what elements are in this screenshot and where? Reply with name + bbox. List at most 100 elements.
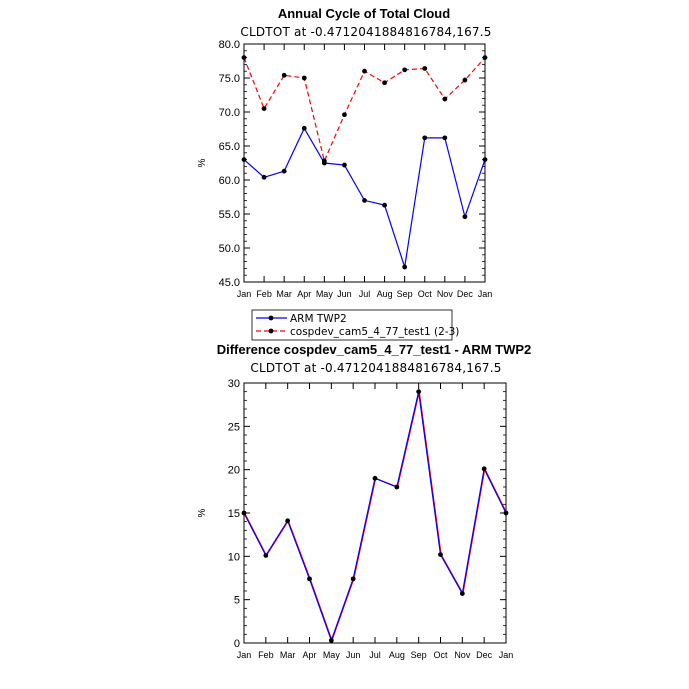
chart1-xtick-label: Oct (418, 289, 433, 299)
chart1-series-arm-twp2-point (382, 202, 387, 208)
chart2-ytick-label: 5 (234, 595, 240, 607)
chart1-series-arm-twp2-point (261, 174, 267, 180)
chart1-ytick-label: 50.0 (219, 243, 240, 255)
chart2-xtick-label: Feb (258, 650, 274, 660)
chart1-series-arm-twp2-line (243, 127, 486, 268)
legend-box (251, 309, 453, 341)
chart1-ytick-label: 70.0 (219, 107, 240, 119)
chart1-series-group (241, 55, 488, 270)
chart2-series-difference-point (328, 638, 334, 643)
chart2-series-difference-point (307, 576, 312, 582)
chart1-xtick-label: Dec (457, 289, 474, 299)
chart2-ytick-label: 20 (228, 465, 240, 477)
chart2-ytick-label: 25 (228, 421, 240, 433)
chart1-series-cospdev-cam5-4-77-test1-2-3-point (362, 68, 367, 74)
chart2-xtick-label: May (323, 650, 341, 660)
chart2-xtick-label: Aug (389, 650, 405, 660)
chart1-xtick-label: Aug (377, 289, 393, 299)
chart2-xtick-label: Nov (454, 650, 471, 660)
chart2-series-difference-point (263, 553, 269, 558)
chart2-xtick-label: Jan (499, 650, 514, 660)
chart1-ytick-label: 65.0 (219, 141, 240, 153)
chart1-y-axis-label: % (197, 158, 208, 167)
chart2-xtick-label: Jul (369, 650, 381, 660)
chart2-xtick-label: Mar (280, 650, 296, 660)
legend-label-arm-twp2: ARM TWP2 (290, 313, 347, 325)
chart2-xtick-label: Dec (476, 650, 493, 660)
chart2-series-difference-point (350, 576, 356, 582)
chart1-ytick-label: 60.0 (219, 175, 240, 187)
chart1-series-arm-twp2-point (402, 264, 408, 270)
chart1-xtick-label: Feb (256, 289, 272, 299)
chart1-series-arm-twp2-point (301, 125, 307, 131)
legend-label-cospdev: cospdev_cam5_4_77_test1 (2-3) (290, 326, 459, 338)
chart2-ytick-label: 10 (228, 551, 240, 563)
chart1-xtick-label: Sep (397, 289, 413, 299)
chart1-xtick-label: Jan (237, 289, 252, 299)
chart1-subtitle: CLDTOT at -0.4712041884816784,167.5 (240, 25, 491, 39)
chart2-series-difference-point (372, 475, 378, 481)
chart2-ytick-label: 30 (228, 378, 240, 390)
legend-marker-arm-twp2 (268, 315, 274, 321)
chart1-series-arm-twp2-point (281, 168, 287, 174)
chart1-series-cospdev-cam5-4-77-test1-2-3-point (482, 55, 488, 60)
chart2-xtick-label: Sep (411, 650, 427, 660)
chart1-series-arm-twp2-point (362, 198, 367, 203)
chart1-legend: ARM TWP2 cospdev_cam5_4_77_test1 (2-3) (251, 309, 459, 341)
chart2-title: Difference cospdev_cam5_4_77_test1 - ARM… (217, 342, 532, 357)
chart2-y-axis-label: % (197, 508, 208, 517)
chart1-series-cospdev-cam5-4-77-test1-2-3-point (442, 96, 448, 102)
chart1-ytick-label: 55.0 (219, 209, 240, 221)
chart2-series-difference-point (241, 510, 247, 516)
difference-panel: Difference cospdev_cam5_4_77_test1 - ARM… (197, 342, 531, 660)
chart1-xtick-label: Jan (478, 289, 493, 299)
legend-marker-cospdev (268, 328, 274, 334)
chart2-series-difference-point (481, 466, 487, 472)
chart2-xtick-label: Jun (346, 650, 361, 660)
chart2-series-difference-line (243, 391, 507, 643)
chart1-xtick-label: May (316, 289, 334, 299)
chart2-subtitle: CLDTOT at -0.4712041884816784,167.5 (250, 361, 501, 375)
chart2-xtick-label: Oct (433, 650, 448, 660)
chart1-ytick-label: 75.0 (219, 73, 240, 85)
chart2-series-group (241, 389, 509, 643)
chart1-title: Annual Cycle of Total Cloud (278, 6, 450, 21)
chart2-series-difference-point (459, 591, 465, 596)
chart1-series-cospdev-cam5-4-77-test1-2-3-point (342, 112, 347, 118)
chart2-series-difference-point (416, 389, 422, 395)
chart1-xtick-label: Apr (297, 289, 311, 299)
chart1-xtick-label: Jun (337, 289, 352, 299)
chart2-y-axis: 0 5 10 15 20 25 30 (228, 378, 506, 650)
chart2-plot-frame (243, 382, 507, 644)
chart1-xtick-label: Nov (437, 289, 454, 299)
chart1-series-arm-twp2-point (422, 135, 428, 141)
annual-cycle-panel: Annual Cycle of Total Cloud CLDTOT at -0… (197, 6, 493, 341)
chart1-series-cospdev-cam5-4-77-test1-2-3-point (281, 72, 287, 78)
chart1-series-arm-twp2-point (342, 162, 347, 168)
chart2-series-difference-point (285, 518, 291, 524)
chart1-xtick-label: Jul (359, 289, 371, 299)
chart2-xtick-label: Jan (237, 650, 252, 660)
chart1-series-cospdev-cam5-4-77-test1-2-3-point (402, 67, 408, 73)
chart1-series-cospdev-cam5-4-77-test1-2-3-point (321, 158, 327, 164)
chart2-xtick-label: Apr (302, 650, 316, 660)
chart2-x-axis: Jan Feb Mar Apr May Jun Jul Aug Sep Oct Nov Dec Jan (237, 383, 514, 660)
chart1-ytick-label: 45.0 (219, 277, 240, 289)
chart1-plot-frame (243, 43, 486, 283)
chart1-x-axis: Jan Feb Mar Apr May Jun Jul Aug Sep Oct Nov Dec Jan (237, 44, 493, 299)
chart2-ytick-label: 15 (228, 508, 240, 520)
chart1-ytick-label: 80.0 (219, 39, 240, 51)
chart1-series-arm-twp2-point (241, 157, 247, 163)
chart2-series-difference-point (438, 552, 443, 557)
chart2-series-difference-point (503, 510, 509, 516)
chart1-series-cospdev-cam5-4-77-test1-2-3-point (462, 77, 468, 83)
chart2-ytick-label: 0 (234, 638, 240, 650)
chart1-y-axis: 45.0 50.0 55.0 60.0 65.0 70.0 75.0 80.0 (219, 39, 485, 289)
chart1-series-cospdev-cam5-4-77-test1-2-3-point (422, 66, 428, 71)
chart2-series-difference-point (394, 484, 400, 490)
chart1-series-cospdev-cam5-4-77-test1-2-3-point (241, 55, 247, 60)
chart1-series-cospdev-cam5-4-77-test1-2-3-point (382, 80, 387, 86)
chart1-series-arm-twp2-point (482, 157, 488, 163)
